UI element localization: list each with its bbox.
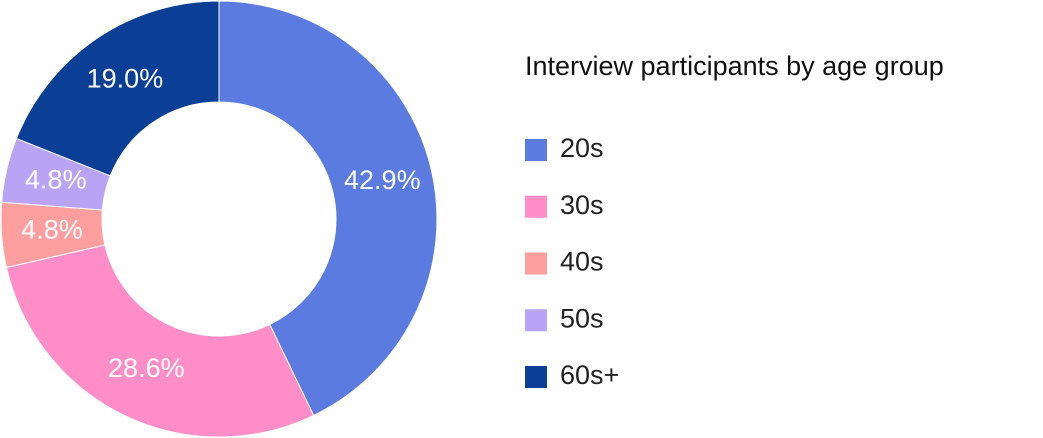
- legend-swatch: [525, 309, 547, 332]
- donut-slice: [15, 0, 220, 177]
- legend-label: 20s: [560, 133, 604, 163]
- legend-label: 50s: [560, 303, 604, 333]
- data-label: 4.8%: [25, 164, 87, 194]
- legend-label: 60s+: [560, 360, 619, 390]
- legend-swatch: [525, 195, 547, 218]
- legend-label: 40s: [560, 247, 604, 277]
- data-label: 4.8%: [21, 214, 83, 244]
- donut-slice: [218, 0, 438, 417]
- data-label: 19.0%: [87, 64, 164, 94]
- legend-swatch: [525, 366, 547, 388]
- legend-swatch: [525, 139, 547, 161]
- data-label: 28.6%: [108, 353, 185, 383]
- legend-label: 30s: [560, 190, 604, 220]
- data-label: 42.9%: [344, 165, 421, 195]
- legend-swatch: [525, 252, 547, 275]
- donut-slice: [5, 244, 315, 438]
- chart-title: Interview participants by age group: [525, 51, 944, 81]
